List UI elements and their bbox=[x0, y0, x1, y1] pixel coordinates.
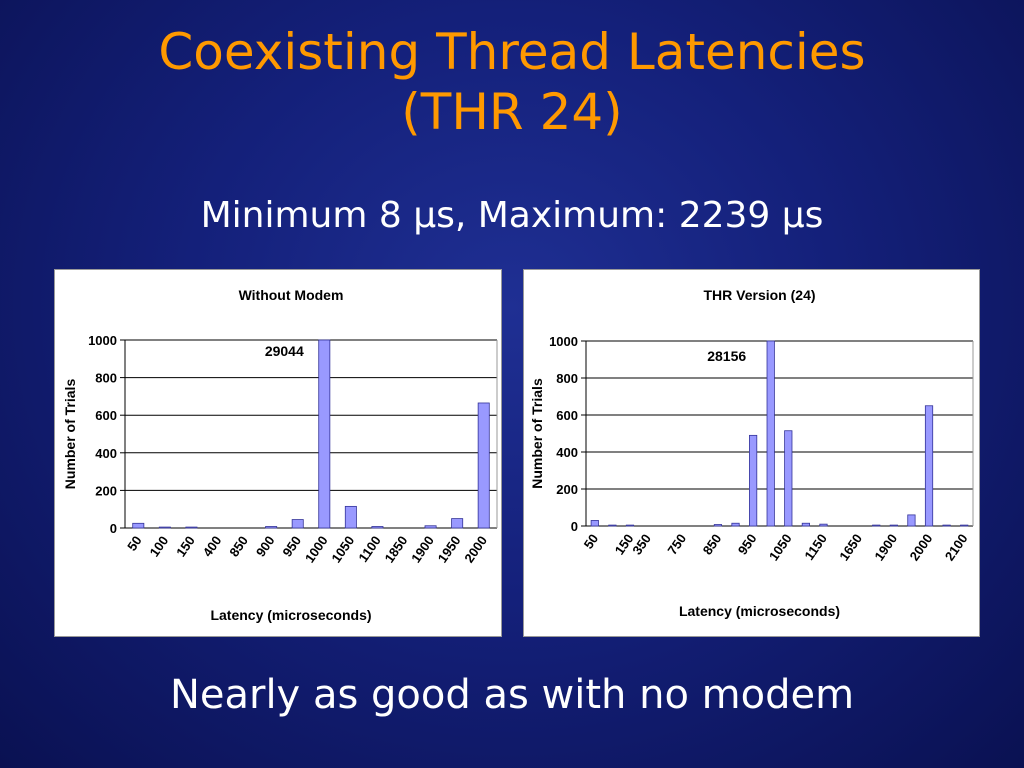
chart-panel-thr-version: THR Version (24) 0 200 400 600 800 1000 50 150 35… bbox=[523, 269, 980, 637]
bar-850 bbox=[713, 524, 723, 527]
chart-title: THR Version (24) bbox=[703, 287, 815, 303]
x-tick-label: 950 bbox=[279, 533, 304, 559]
bar-150 bbox=[625, 524, 635, 527]
x-tick-label: 1000 bbox=[302, 533, 331, 565]
y-tick-label: 400 bbox=[556, 445, 578, 460]
x-tick-label: 1100 bbox=[355, 533, 383, 565]
bar-950 bbox=[749, 434, 758, 527]
x-tick-label: 2000 bbox=[907, 531, 936, 563]
chart-panel-without-modem: Without Modem 0 200 400 600 800 1000 50 100 150 40… bbox=[54, 269, 502, 637]
y-tick-label: 400 bbox=[95, 446, 117, 461]
peak-annotation: 29044 bbox=[265, 343, 304, 359]
x-tick-label: 850 bbox=[226, 533, 251, 559]
bar-1050 bbox=[784, 430, 793, 527]
bar-1150 bbox=[819, 523, 828, 527]
bar-1800 bbox=[872, 524, 881, 527]
x-tick-label: 2000 bbox=[461, 533, 490, 565]
x-tick-label: 2100 bbox=[942, 531, 971, 563]
x-axis-label: Latency (microseconds) bbox=[679, 603, 840, 619]
bar-100 bbox=[158, 526, 171, 529]
bar-50 bbox=[590, 520, 599, 527]
bar-1100 bbox=[371, 526, 384, 529]
x-tick-label: 1050 bbox=[328, 533, 357, 565]
x-tick-label: 1050 bbox=[766, 531, 795, 563]
bar-1950 bbox=[907, 514, 916, 527]
x-axis-label: Latency (microseconds) bbox=[210, 607, 371, 623]
title-line-1: Coexisting Thread Latencies bbox=[158, 23, 866, 81]
x-tick-label: 350 bbox=[629, 531, 654, 557]
x-tick-label: 400 bbox=[200, 533, 225, 559]
y-tick-label: 800 bbox=[556, 371, 578, 386]
y-axis-label: Number of Trials bbox=[62, 379, 78, 490]
bar-1000 bbox=[766, 340, 775, 527]
bar-2000 bbox=[924, 405, 934, 527]
bar-900 bbox=[265, 526, 278, 529]
x-tick-label: 1150 bbox=[801, 531, 829, 563]
bar-2100 bbox=[960, 524, 969, 527]
bar-50 bbox=[132, 522, 145, 529]
y-tick-label: 200 bbox=[95, 483, 117, 498]
bar-150 bbox=[185, 526, 198, 529]
x-tick-label: 1650 bbox=[836, 531, 865, 563]
x-tick-label: 950 bbox=[735, 531, 760, 557]
slide-footer: Nearly as good as with no modem bbox=[169, 672, 855, 718]
slide-title: Coexisting Thread Latencies (THR 24) bbox=[0, 22, 1024, 142]
bar-2050 bbox=[942, 524, 951, 527]
y-tick-label: 0 bbox=[571, 519, 578, 534]
y-tick-label: 1000 bbox=[88, 333, 117, 348]
y-tick-label: 800 bbox=[95, 371, 117, 386]
bar-1900 bbox=[424, 525, 437, 529]
bar-1100 bbox=[801, 522, 810, 527]
bar-2000 bbox=[477, 402, 490, 529]
x-tick-label: 50 bbox=[581, 531, 602, 551]
bar-950 bbox=[291, 519, 304, 529]
x-tick-label: 1900 bbox=[408, 533, 437, 565]
x-tick-label: 150 bbox=[173, 533, 198, 559]
peak-annotation: 28156 bbox=[707, 348, 746, 364]
x-tick-label: 1850 bbox=[382, 533, 411, 565]
x-tick-label: 1900 bbox=[871, 531, 900, 563]
x-tick-label: 750 bbox=[664, 531, 689, 557]
bar-1000 bbox=[318, 339, 331, 529]
y-tick-label: 600 bbox=[95, 408, 117, 423]
x-tick-label: 1950 bbox=[435, 533, 464, 565]
x-tick-label: 50 bbox=[124, 533, 145, 553]
bar-1900 bbox=[889, 524, 898, 527]
y-tick-label: 600 bbox=[556, 408, 578, 423]
bar-900 bbox=[731, 522, 740, 527]
bar-1950 bbox=[451, 518, 464, 529]
x-tick-label: 900 bbox=[253, 533, 278, 559]
y-tick-label: 0 bbox=[110, 521, 117, 536]
chart-title: Without Modem bbox=[239, 287, 344, 303]
x-tick-label: 100 bbox=[147, 533, 172, 559]
bar-1050 bbox=[344, 505, 357, 529]
bar-100 bbox=[608, 524, 617, 527]
title-line-2: (THR 24) bbox=[401, 83, 623, 141]
y-tick-label: 200 bbox=[556, 482, 578, 497]
slide-subtitle: Minimum 8 µs, Maximum: 2239 µs bbox=[200, 195, 824, 236]
y-tick-label: 1000 bbox=[549, 334, 578, 349]
y-axis-label: Number of Trials bbox=[529, 378, 545, 489]
x-tick-label: 850 bbox=[700, 531, 725, 557]
